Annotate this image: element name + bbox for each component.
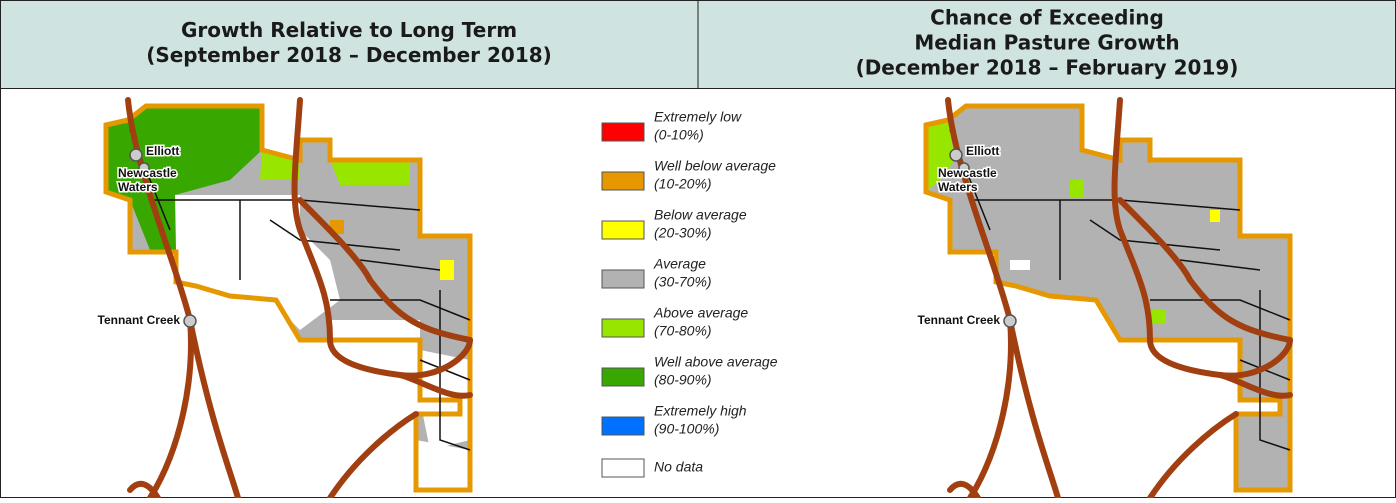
legend-range: (70-80%): [654, 323, 712, 339]
place-label: Elliott: [146, 144, 179, 158]
legend-range: (20-30%): [654, 225, 712, 241]
legend-range: (80-90%): [654, 372, 712, 388]
legend-swatch: [601, 171, 645, 191]
legend-swatch: [601, 318, 645, 338]
right-map: [926, 100, 1290, 498]
legend: Extremely low (0-10%) Well below average (1…: [601, 109, 778, 478]
place-label: Tennant Creek: [918, 313, 1001, 327]
legend-swatch: [601, 220, 645, 240]
legend-label: Well above average: [654, 354, 778, 370]
header-title: (September 2018 – December 2018): [146, 43, 552, 67]
place-label: Waters: [118, 180, 158, 194]
legend-label: Above average: [653, 305, 748, 321]
legend-swatch: [601, 458, 645, 478]
place-label: Elliott: [966, 144, 999, 158]
left-map: [106, 100, 470, 498]
legend-swatch: [601, 367, 645, 387]
place-label: Tennant Creek: [98, 313, 181, 327]
legend-label: Extremely high: [654, 403, 747, 419]
legend-swatch: [601, 416, 645, 436]
legend-range: (10-20%): [654, 176, 712, 192]
header-title: Chance of Exceeding: [930, 6, 1164, 30]
legend-swatch: [601, 122, 645, 142]
header-title: (December 2018 – February 2019): [856, 56, 1239, 80]
legend-label: Extremely low: [654, 109, 742, 125]
legend-label: Well below average: [654, 158, 776, 174]
legend-range: (90-100%): [654, 421, 719, 437]
header-title: Median Pasture Growth: [914, 31, 1179, 55]
legend-label: Average: [653, 256, 706, 272]
legend-range: (0-10%): [654, 127, 704, 143]
legend-swatch: [601, 269, 645, 289]
legend-label: No data: [654, 459, 703, 475]
legend-range: (30-70%): [654, 274, 712, 290]
place-label: Newcastle: [118, 166, 177, 180]
place-label: Waters: [938, 180, 978, 194]
legend-label: Below average: [654, 207, 747, 223]
place-label: Newcastle: [938, 166, 997, 180]
headers: Growth Relative to Long Term(September 2…: [146, 6, 1238, 80]
header-title: Growth Relative to Long Term: [181, 18, 517, 42]
